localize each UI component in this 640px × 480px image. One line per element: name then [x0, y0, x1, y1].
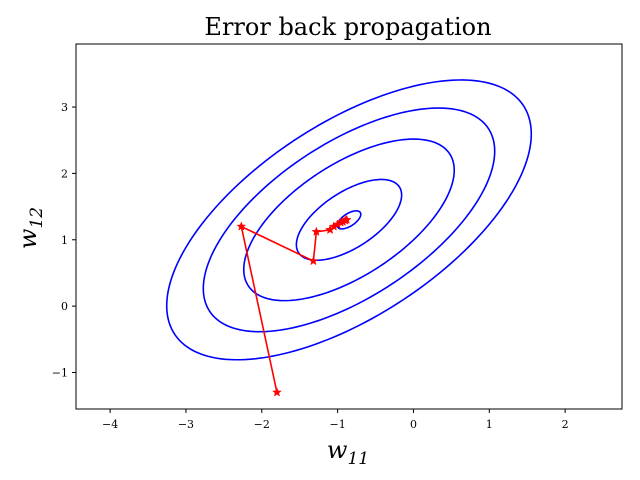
x-tick-label: 2	[562, 418, 569, 431]
optimization-path	[236, 214, 352, 397]
y-tick-label: −1	[52, 367, 68, 380]
x-axis-label-main: w	[327, 436, 348, 464]
x-axis-label-sub: 11	[347, 449, 369, 469]
y-tick-label: 2	[61, 167, 68, 180]
x-tick-label: −3	[178, 418, 194, 431]
contour-line-4	[202, 107, 496, 333]
y-axis-label-main: w	[14, 228, 42, 249]
plot-frame	[75, 43, 623, 410]
x-tick-label: −1	[330, 418, 346, 431]
x-tick-label: 0	[410, 418, 417, 431]
path-point-4	[311, 226, 322, 237]
y-axis-label-sub: 12	[27, 207, 47, 229]
contour-line-5	[165, 79, 533, 361]
contour-line-2	[295, 178, 403, 262]
path-point-3	[308, 255, 319, 266]
x-axis-ticks: −4 −3 −2 −1 0 1 2	[102, 409, 569, 431]
contour-line-3	[242, 138, 456, 302]
path-point-2	[236, 221, 247, 231]
y-tick-label: 1	[61, 234, 68, 247]
y-tick-label: 3	[61, 101, 68, 114]
x-tick-label: −2	[254, 418, 270, 431]
chart-title: Error back propagation	[204, 13, 491, 41]
x-tick-label: 1	[486, 418, 493, 431]
path-line	[240, 219, 348, 393]
path-point-1	[272, 387, 282, 397]
path-point-11	[341, 214, 352, 225]
y-axis-ticks: −1 0 1 2 3	[52, 101, 76, 380]
y-axis-label: w12	[14, 207, 47, 249]
x-axis-label: w11	[327, 436, 369, 469]
contour-lines	[165, 79, 533, 361]
y-tick-label: 0	[61, 300, 68, 313]
x-tick-label: −4	[102, 418, 118, 431]
